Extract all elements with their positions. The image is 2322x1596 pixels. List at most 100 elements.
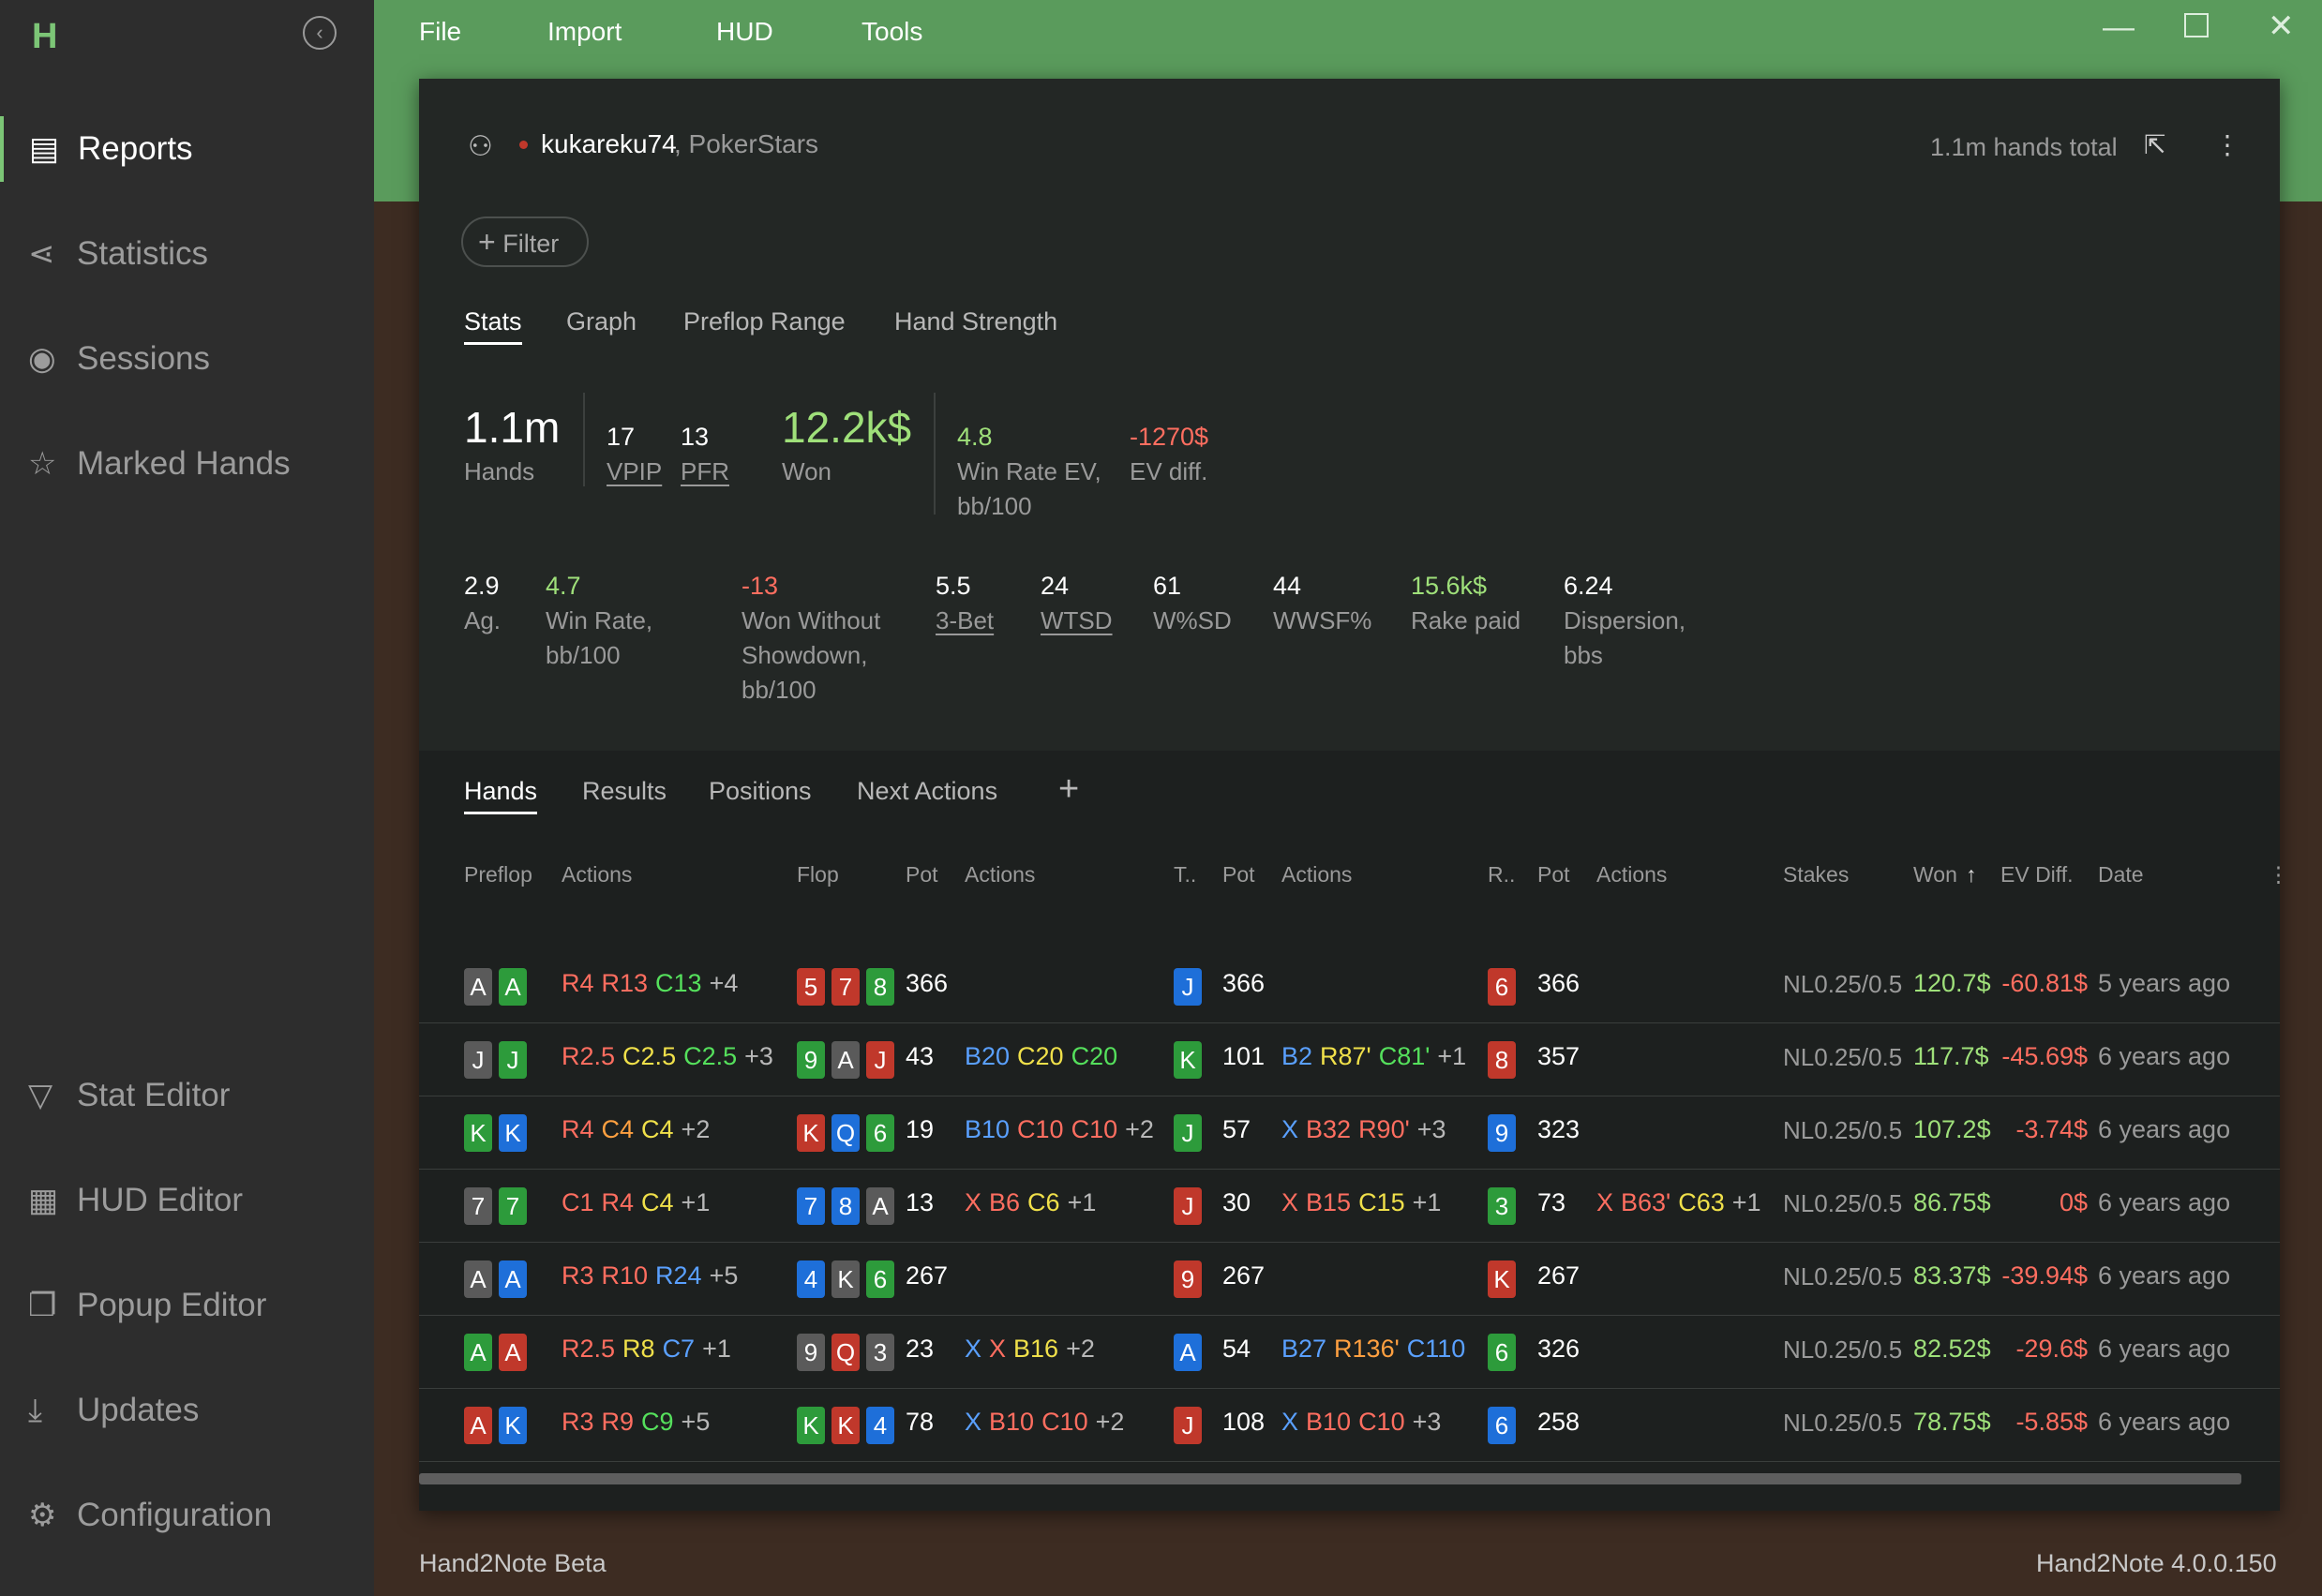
stat-wwsd-label2: Showdown, [742,641,868,669]
action-token: X [965,1408,982,1436]
player-site: , PokerStars [674,129,819,158]
action-token: +2 [681,1115,711,1143]
playing-card: 6 [1488,968,1516,1006]
sidebar-item-marked-hands[interactable]: ☆ Marked Hands [0,431,374,497]
subtab-results[interactable]: Results [582,777,667,805]
col-turn-pot[interactable]: Pot [1222,862,1255,887]
col-turn[interactable]: T.. [1174,862,1197,887]
stat-wtsd-value: 24 [1041,572,1070,600]
stat-vpip-label[interactable]: VPIP [607,457,663,485]
layout-icon: ▦ [28,1183,59,1218]
stat-3bet-label[interactable]: 3-Bet [936,606,995,634]
stakes: NL0.25/0.5 [1783,1043,1903,1071]
menu-import[interactable]: Import [547,17,622,46]
sidebar-item-hud-editor[interactable]: ▦ HUD Editor [0,1168,374,1233]
table-row[interactable]: J J R2.5 C2.5 C2.5 +3 9 A J 43 B20 C20 C20 K 101 B2 R87'… [419,1023,2280,1096]
table-row[interactable]: 7 7 C1 R4 C4 +1 7 8 A 13 X B6 C6 +1 J 30 X B15 C15 +1 3 73 X B6… [419,1170,2280,1243]
menu-hud[interactable]: HUD [716,17,773,46]
close-icon[interactable]: ✕ [2268,8,2295,44]
add-tab-icon[interactable]: + [1058,769,1080,809]
playing-card: 7 [464,1187,492,1225]
won-amount: 117.7$ [1913,1042,1989,1070]
sidebar-item-statistics[interactable]: ⋖ Statistics [0,221,374,287]
action-token: X [1281,1188,1299,1216]
sidebar-item-reports[interactable]: ▤ Reports [0,116,374,182]
col-river-actions[interactable]: Actions [1596,862,1668,887]
tab-stats[interactable]: Stats [464,307,522,345]
gear-icon: ⚙ [28,1498,57,1533]
playing-card: 9 [797,1334,825,1371]
stat-rake-label: Rake paid [1411,606,1521,634]
action-token: R3 [562,1408,594,1436]
more-options-icon[interactable]: ⋮ [2214,130,2240,159]
playing-card: J [1174,1114,1202,1152]
playing-card: K [797,1114,825,1152]
stat-dispersion-unit: bbs [1564,641,1603,669]
subtab-positions[interactable]: Positions [709,777,812,805]
sort-up-icon[interactable]: ↑ [1966,862,1977,887]
tab-graph[interactable]: Graph [566,307,637,336]
col-flop-pot[interactable]: Pot [906,862,938,887]
action-token: C10 [1041,1408,1088,1436]
turn-pot: 108 [1222,1408,1266,1436]
preflop-actions: R3 R10 R24 +5 [562,1261,745,1290]
filter-button[interactable]: + Filter [461,216,589,267]
table-row[interactable]: A A R4 R13 C13 +4 5 7 8 366 J 366 6 366 NL0.25/0.5 120.… [419,950,2280,1023]
sidebar-item-popup-editor[interactable]: ❐ Popup Editor [0,1273,374,1338]
player-name[interactable]: kukareku74 [541,129,677,158]
sidebar-item-configuration[interactable]: ⚙ Configuration [0,1483,374,1548]
action-token: +2 [1125,1115,1154,1143]
col-stakes[interactable]: Stakes [1783,862,1850,887]
sidebar-item-sessions[interactable]: ◉ Sessions [0,326,374,392]
table-row[interactable]: A A R2.5 R8 C7 +1 9 Q 3 23 X X B16 +2 A 54 B27 R136' C110 6… [419,1316,2280,1389]
app-logo: H [32,17,58,56]
sidebar-item-updates[interactable]: ⤓ Updates [0,1378,374,1443]
turn-pot: 54 [1222,1335,1251,1363]
action-token: R10 [601,1261,649,1290]
action-token: C63 [1678,1188,1725,1216]
maximize-icon[interactable] [2184,13,2209,37]
minimize-icon[interactable]: — [2103,9,2135,45]
playing-card: 3 [866,1334,894,1371]
stat-pfr-label[interactable]: PFR [681,457,729,485]
sidebar-item-label: Updates [77,1392,200,1428]
action-token: R136' [1334,1335,1400,1363]
col-turn-actions[interactable]: Actions [1281,862,1353,887]
action-token: +1 [681,1188,711,1216]
turn-actions: B27 R136' C110 [1281,1335,1473,1364]
column-options-icon[interactable]: ⋮ [2268,862,2289,887]
sidebar-item-stat-editor[interactable]: ▽ Stat Editor [0,1063,374,1128]
col-date[interactable]: Date [2098,862,2144,887]
col-preflop-actions[interactable]: Actions [562,862,633,887]
tab-hand-strength[interactable]: Hand Strength [894,307,1058,336]
collapse-sidebar-button[interactable]: ‹ [303,16,337,50]
stat-ag-value: 2.9 [464,572,500,600]
popout-icon[interactable]: ⇱ [2144,130,2166,159]
table-row[interactable]: A A R3 R10 R24 +5 4 K 6 267 9 267 K 267 NL0.25/0.5 83.3… [419,1243,2280,1316]
action-token: +2 [1095,1408,1125,1436]
tab-preflop-range[interactable]: Preflop Range [683,307,846,336]
col-river-pot[interactable]: Pot [1537,862,1570,887]
subtab-hands[interactable]: Hands [464,777,538,814]
menu-file[interactable]: File [419,17,462,46]
won-amount: 83.37$ [1913,1261,1991,1290]
action-token: +5 [709,1261,739,1290]
stakes: NL0.25/0.5 [1783,1116,1903,1144]
col-river[interactable]: R.. [1488,862,1516,887]
playing-card: J [866,1041,894,1079]
table-row[interactable]: A K R3 R9 C9 +5 K K 4 78 X B10 C10 +2 J 108 X B10 C10 +3 6 25… [419,1389,2280,1462]
action-token: +1 [1412,1188,1442,1216]
col-evdiff[interactable]: EV Diff. [2000,862,2074,887]
action-token: R9 [601,1408,635,1436]
playing-card: 6 [1488,1407,1516,1444]
col-won[interactable]: Won [1913,862,1957,887]
subtab-next-actions[interactable]: Next Actions [857,777,998,805]
col-flop-actions[interactable]: Actions [965,862,1036,887]
menu-tools[interactable]: Tools [861,17,923,46]
table-row[interactable]: K K R4 C4 C4 +2 K Q 6 19 B10 C10 C10 +2 J 57 X B32 R90' +3 9… [419,1096,2280,1170]
stat-wtsd-label[interactable]: WTSD [1041,606,1113,634]
horizontal-scrollbar[interactable] [419,1473,2241,1484]
col-preflop[interactable]: Preflop [464,862,532,887]
col-flop[interactable]: Flop [797,862,839,887]
stat-vpip-value: 17 [607,423,636,451]
